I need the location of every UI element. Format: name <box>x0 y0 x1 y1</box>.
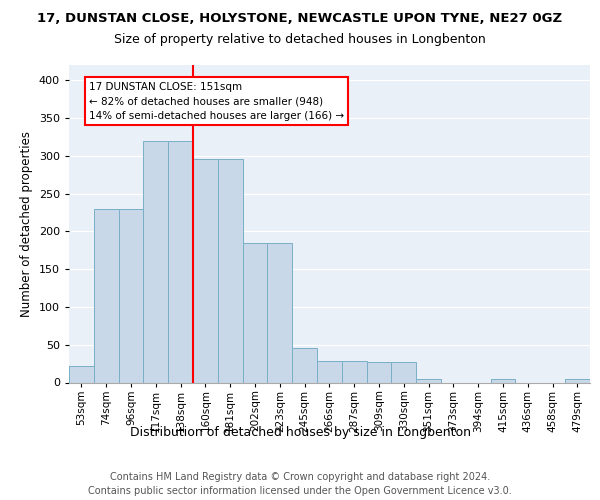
Bar <box>416 378 441 382</box>
Bar <box>292 348 317 382</box>
Text: 17, DUNSTAN CLOSE, HOLYSTONE, NEWCASTLE UPON TYNE, NE27 0GZ: 17, DUNSTAN CLOSE, HOLYSTONE, NEWCASTLE … <box>37 12 563 26</box>
Text: Distribution of detached houses by size in Longbenton: Distribution of detached houses by size … <box>130 426 470 439</box>
Bar <box>218 160 242 382</box>
Bar <box>193 160 218 382</box>
Bar <box>242 242 268 382</box>
Text: Contains HM Land Registry data © Crown copyright and database right 2024.: Contains HM Land Registry data © Crown c… <box>110 472 490 482</box>
Bar <box>491 378 515 382</box>
Bar <box>94 208 119 382</box>
Bar <box>565 380 590 382</box>
Text: Contains public sector information licensed under the Open Government Licence v3: Contains public sector information licen… <box>88 486 512 496</box>
Text: 17 DUNSTAN CLOSE: 151sqm
← 82% of detached houses are smaller (948)
14% of semi-: 17 DUNSTAN CLOSE: 151sqm ← 82% of detach… <box>89 82 344 121</box>
Bar <box>342 360 367 382</box>
Bar <box>367 362 391 382</box>
Bar <box>143 140 168 382</box>
Y-axis label: Number of detached properties: Number of detached properties <box>20 130 33 317</box>
Text: Size of property relative to detached houses in Longbenton: Size of property relative to detached ho… <box>114 32 486 46</box>
Bar <box>69 366 94 382</box>
Bar <box>317 360 342 382</box>
Bar <box>119 208 143 382</box>
Bar <box>268 242 292 382</box>
Bar <box>168 140 193 382</box>
Bar <box>391 362 416 382</box>
